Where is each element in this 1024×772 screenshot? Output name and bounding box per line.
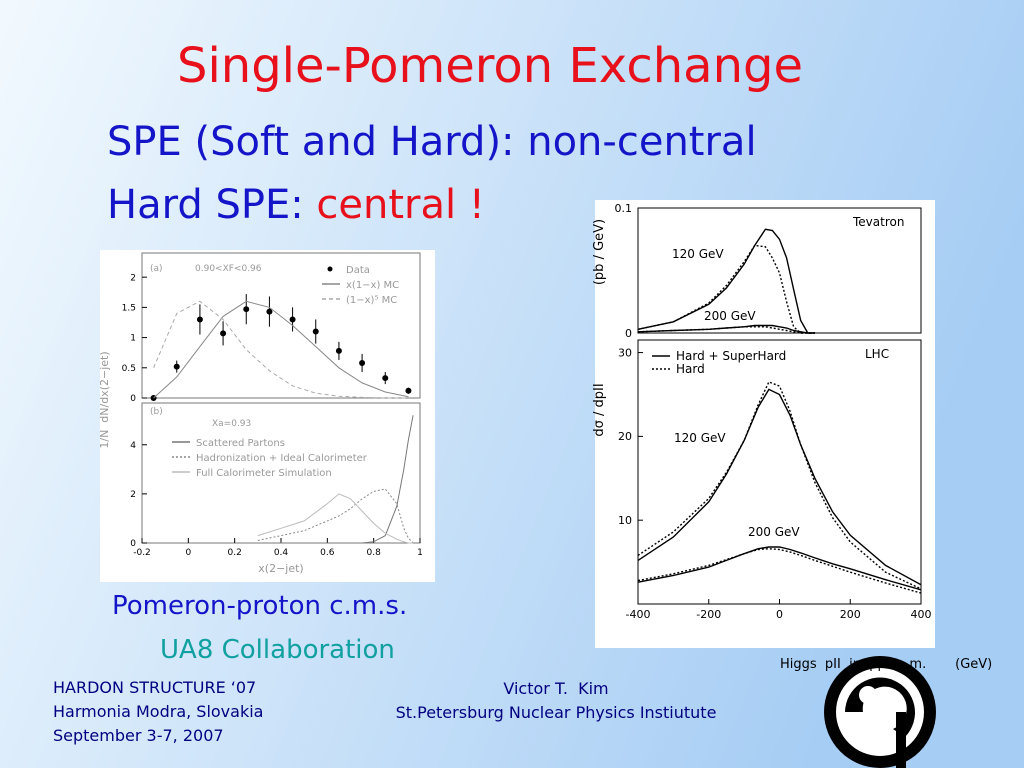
y-tick-label: 1 — [130, 334, 136, 344]
data-point — [243, 306, 250, 313]
data-point — [220, 330, 227, 337]
curve — [637, 547, 922, 594]
x-axis-label: Higgs pII in pp c. m. (GeV) — [780, 657, 992, 672]
data-point — [312, 328, 319, 335]
plot-frame — [637, 207, 922, 334]
curve — [153, 300, 409, 399]
annotation: 0.90<XF<0.96 — [195, 264, 262, 274]
y-tick-label: 2 — [130, 273, 136, 283]
y-tick-label: 2 — [130, 490, 136, 500]
data-point — [335, 347, 342, 354]
legend-label: Full Calorimeter Simulation — [196, 468, 332, 479]
subtitle-part: Hard SPE: — [107, 182, 316, 228]
y-tick-label: 20 — [618, 430, 632, 443]
x-tick-label: -400 — [626, 608, 651, 621]
annotation: (a) — [150, 264, 163, 274]
x-tick-label: 0.4 — [274, 548, 289, 558]
caption: UA8 Collaboration — [160, 635, 395, 665]
footer: Harmonia Modra, Slovakia — [53, 702, 263, 721]
curve — [637, 244, 815, 334]
annotation: (b) — [150, 407, 163, 417]
curve — [637, 326, 815, 334]
figure-background — [100, 250, 435, 582]
x-tick-label: -200 — [696, 608, 721, 621]
annotation: 120 GeV — [672, 247, 724, 261]
y-tick-label: 0 — [625, 327, 632, 340]
curve — [257, 493, 414, 544]
data-point — [196, 316, 203, 323]
x-tick-label: 0.2 — [228, 548, 242, 558]
subtitle: Hard SPE: central ! — [107, 182, 485, 228]
plot-frame — [141, 252, 421, 399]
data-point — [173, 363, 180, 370]
annotation: 200 GeV — [748, 525, 800, 539]
y-axis-label: dσ / dpII — [592, 383, 607, 436]
y-axis-label: 1/N dN/dx(2−jet) — [98, 351, 111, 448]
curve — [637, 381, 922, 590]
title: Single-Pomeron Exchange — [177, 38, 803, 94]
y-tick-label: 0 — [130, 539, 136, 549]
data-point — [289, 316, 296, 323]
x-axis-label: x(2−jet) — [258, 562, 303, 575]
legend-label: Data — [346, 265, 370, 276]
legend-label: Scattered Partons — [196, 438, 285, 449]
footer: Victor T. Kim — [503, 679, 608, 698]
y-tick-label: 10 — [618, 514, 632, 527]
y-tick-label: 0.5 — [122, 364, 136, 374]
legend-label: (1−x)⁵ MC — [346, 295, 397, 306]
data-point — [266, 308, 273, 315]
data-point — [405, 387, 412, 394]
legend-label: Hard + SuperHard — [676, 349, 786, 363]
x-tick-label: 0 — [185, 548, 191, 558]
x-tick-label: -0.2 — [133, 548, 151, 558]
legend-label: Hadronization + Ideal Calorimeter — [196, 453, 368, 464]
y-tick-label: 1.5 — [122, 304, 136, 314]
annotation: Tevatron — [852, 215, 904, 229]
x-tick-label: 1 — [417, 548, 423, 558]
x-tick-label: 400 — [911, 608, 932, 621]
legend-label: x(1−x) MC — [346, 280, 399, 291]
y-axis-label: (pb / GeV) — [592, 219, 607, 285]
y-tick-label: 30 — [618, 346, 632, 359]
x-tick-label: 200 — [840, 608, 861, 621]
logo — [824, 656, 936, 770]
x-tick-label: 0.6 — [320, 548, 335, 558]
curve — [153, 300, 409, 399]
y-tick-label: 0.1 — [615, 202, 633, 215]
curve — [637, 546, 922, 591]
subtitle: SPE (Soft and Hard): non-central — [107, 119, 757, 165]
subtitle-part: central ! — [316, 182, 484, 228]
annotation: 200 GeV — [704, 309, 756, 323]
annotation: Xa=0.93 — [212, 419, 251, 429]
data-point — [359, 359, 366, 366]
x-tick-label: 0.8 — [367, 548, 382, 558]
annotation: LHC — [865, 347, 889, 361]
data-point — [382, 375, 389, 382]
footer: HARDON STRUCTURE ‘07 — [53, 678, 256, 697]
footer: St.Petersburg Nuclear Physics Instiutute — [396, 703, 717, 722]
figure-background — [595, 200, 935, 648]
curve — [257, 415, 414, 544]
y-tick-label: 0 — [130, 394, 136, 404]
curve — [637, 388, 922, 586]
curve — [637, 228, 815, 334]
caption: Pomeron-proton c.m.s. — [112, 591, 407, 621]
annotation: 120 GeV — [674, 431, 726, 445]
legend-marker — [327, 266, 333, 272]
x-tick-label: 0 — [776, 608, 783, 621]
y-tick-label: 4 — [130, 441, 136, 451]
footer: September 3-7, 2007 — [53, 726, 224, 745]
legend-label: Hard — [676, 362, 705, 376]
